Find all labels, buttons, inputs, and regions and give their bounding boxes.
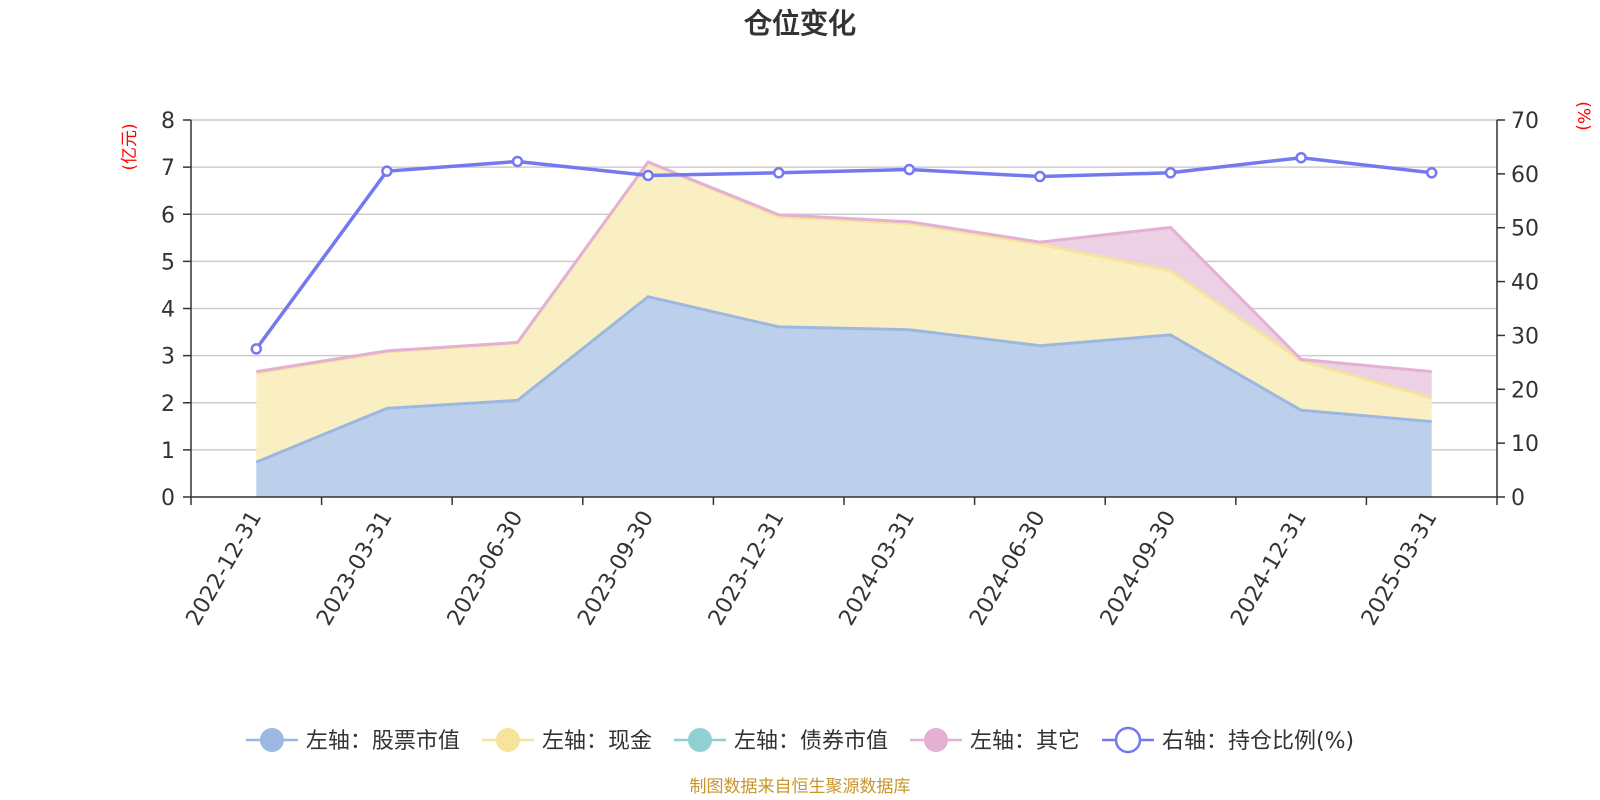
ratio-point	[1425, 167, 1438, 179]
stock-area	[256, 296, 1432, 497]
legend-other[interactable]: 左轴：其它	[909, 728, 1080, 754]
ratio-point	[1295, 151, 1307, 164]
x-tick-label: 2025-03-31	[1357, 507, 1443, 630]
left-tick-label: 5	[161, 250, 175, 275]
ratio-point	[1164, 167, 1177, 179]
right-tick-label: 60	[1511, 163, 1539, 188]
legend-swatch-marker	[495, 728, 520, 752]
right-tick-label: 40	[1511, 271, 1539, 296]
ratio-point	[1034, 170, 1046, 183]
right-axis-unit-label: (%)	[1573, 101, 1593, 130]
x-tick-label: 2023-12-31	[704, 507, 790, 630]
legend-swatch-marker	[1114, 726, 1142, 754]
left-tick-label: 6	[161, 203, 175, 228]
x-tick-label: 2022-12-31	[182, 507, 268, 630]
legend-label: 左轴：股票市值	[306, 729, 460, 754]
legend-stock[interactable]: 左轴：股票市值	[245, 728, 460, 754]
other-area	[256, 161, 1432, 399]
left-tick-label: 8	[161, 109, 175, 134]
x-tick-label: 2024-06-30	[965, 507, 1051, 630]
ratio-line-layer	[250, 151, 1438, 355]
ratio-point	[903, 163, 916, 176]
legend-swatch-marker	[923, 728, 948, 752]
left-axis-unit-label: (亿元)	[120, 123, 140, 170]
cash-area	[256, 162, 1432, 463]
left-tick-label: 4	[161, 298, 175, 323]
legend: 左轴：股票市值 左轴：现金 左轴：债券市值 左轴：其它 右轴：持仓比例(%)	[245, 726, 1354, 754]
x-tick-label: 2023-03-31	[312, 507, 398, 630]
right-tick-label: 50	[1511, 217, 1539, 242]
left-tick-label: 3	[161, 345, 175, 370]
ratio-point	[642, 169, 654, 182]
legend-ratio[interactable]: 右轴：持仓比例(%)	[1101, 726, 1354, 754]
ratio-point	[772, 167, 785, 179]
stacked-areas	[255, 160, 1433, 497]
legend-label: 左轴：债券市值	[734, 729, 888, 754]
source-note: 制图数据来自恒生聚源数据库	[690, 777, 911, 797]
legend-cash[interactable]: 左轴：现金	[481, 728, 652, 754]
legend-swatch-marker	[259, 728, 284, 752]
x-tick-label: 2023-09-30	[573, 507, 659, 630]
ratio-point	[250, 343, 263, 355]
right-tick-label: 70	[1511, 109, 1539, 134]
left-tick-label: 7	[161, 156, 175, 181]
x-tick-label: 2023-06-30	[443, 507, 529, 630]
right-tick-label: 30	[1511, 324, 1539, 349]
chart-title: 仓位变化	[744, 7, 856, 40]
ratio-point	[381, 165, 393, 177]
x-tick-label: 2024-09-30	[1096, 507, 1182, 630]
left-tick-label: 1	[161, 439, 175, 464]
legend-label: 左轴：现金	[542, 729, 652, 754]
legend-bond[interactable]: 左轴：债券市值	[673, 728, 888, 754]
x-tick-label: 2024-12-31	[1226, 507, 1312, 630]
x-tick-label: 2024-03-31	[835, 507, 921, 630]
ratio-line	[254, 155, 1432, 350]
other-line	[256, 160, 1432, 374]
left-tick-label: 0	[161, 486, 175, 511]
legend-label: 左轴：其它	[970, 729, 1080, 754]
stock-line	[255, 295, 1432, 464]
left-tick-label: 2	[161, 392, 175, 417]
right-tick-label: 10	[1511, 432, 1539, 457]
right-tick-label: 20	[1511, 378, 1539, 403]
ratio-point	[511, 155, 524, 168]
legend-swatch-marker	[687, 728, 712, 752]
legend-label: 右轴：持仓比例(%)	[1162, 729, 1354, 754]
right-tick-label: 0	[1511, 486, 1525, 511]
